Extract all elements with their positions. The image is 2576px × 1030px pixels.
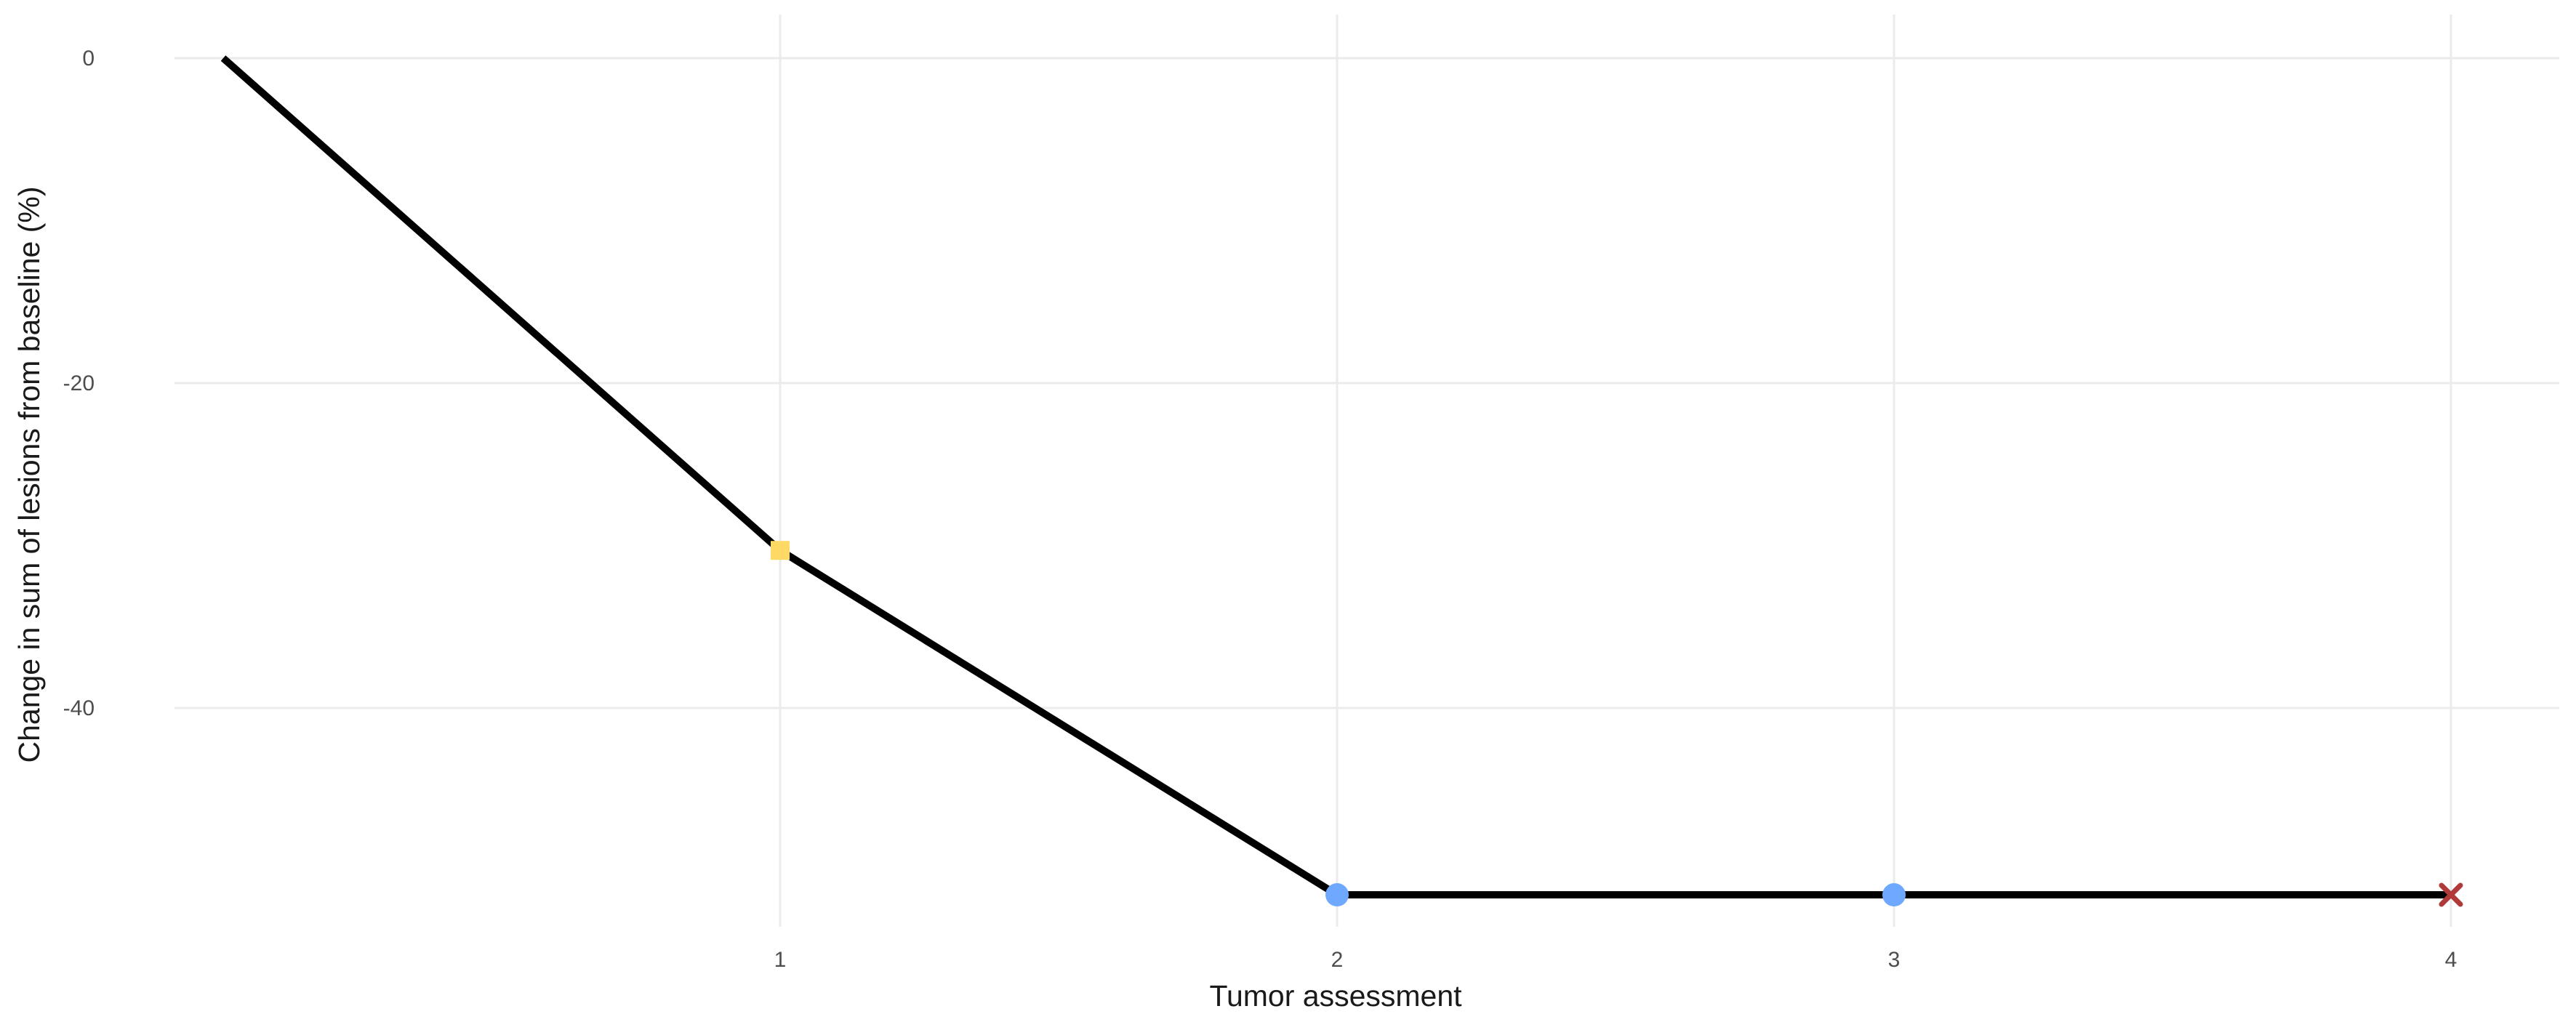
tick-labels: 0 -20 -40 1 2 3 4 — [63, 47, 2457, 972]
x-tick-label: 1 — [774, 948, 787, 972]
y-tick-label: -40 — [63, 696, 95, 720]
y-tick-label: -20 — [63, 371, 95, 395]
y-tick-label: 0 — [82, 47, 95, 71]
x-tick-label: 4 — [2445, 948, 2457, 972]
y-axis-title: Change in sum of lesions from baseline (… — [12, 186, 46, 763]
data-point-circle — [1882, 883, 1906, 907]
cross-stroke — [2439, 882, 2463, 907]
data-point-circle — [1325, 883, 1349, 907]
x-tick-label: 2 — [1331, 948, 1344, 972]
markers — [771, 541, 2463, 907]
data-point-cross — [2439, 882, 2463, 907]
x-tick-label: 3 — [1888, 948, 1901, 972]
grid — [174, 15, 2559, 927]
data-point-square — [771, 541, 790, 560]
x-axis-title: Tumor assessment — [1209, 979, 1462, 1013]
